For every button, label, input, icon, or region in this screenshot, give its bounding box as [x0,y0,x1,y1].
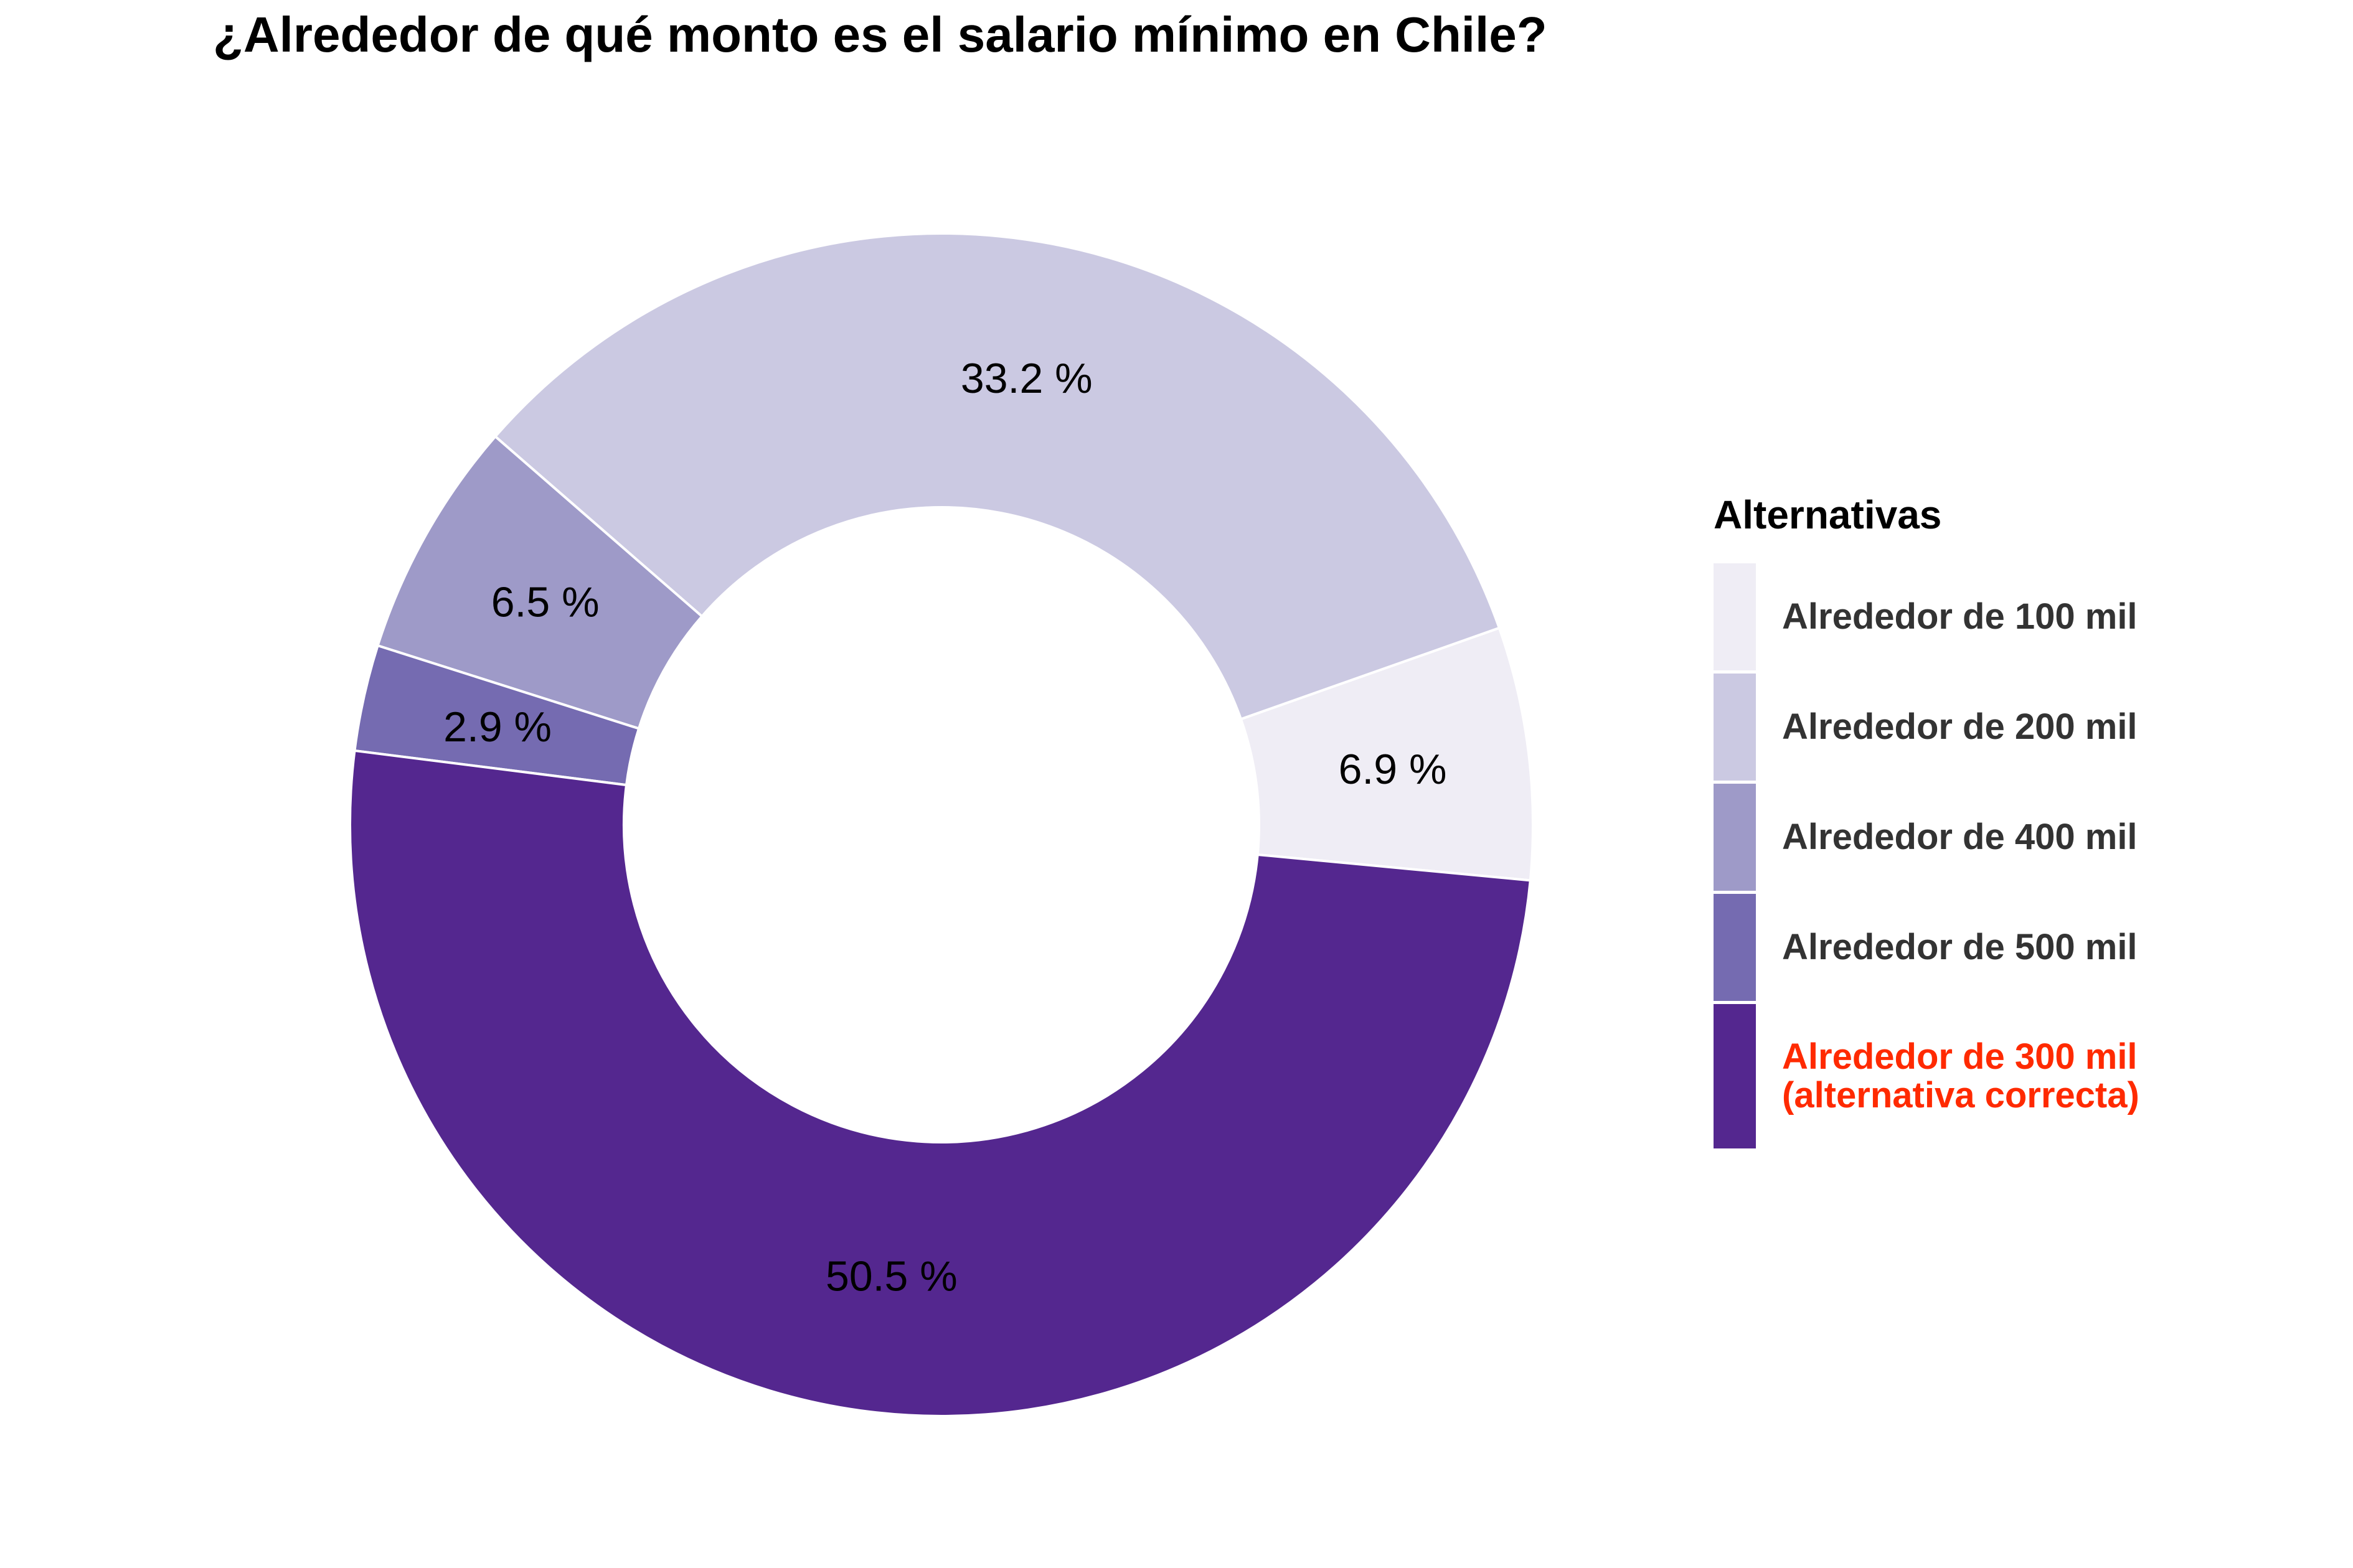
slice-value-label: 33.2 % [961,355,1093,402]
legend-label: Alrededor de 500 mil [1782,928,2138,967]
legend-color-key [1714,563,1756,670]
legend-item: Alrededor de 400 mil [1714,784,2274,891]
legend-label-line: (alternativa correcta) [1782,1075,2139,1115]
legend-label-line: Alrededor de 100 mil [1782,596,2138,637]
donut-slice [349,749,1532,1418]
legend-label-line: Alrededor de 400 mil [1782,817,2138,857]
legend-item: Alrededor de 300 mil (alternativa correct… [1714,1004,2274,1148]
chart-title: ¿Alrededor de qué monto es el salario mí… [213,7,1547,62]
legend-label-line: Alrededor de 500 mil [1782,927,2138,967]
legend-item: Alrededor de 100 mil [1714,563,2274,670]
slice-value-label: 50.5 % [826,1253,958,1300]
legend-label: Alrededor de 400 mil [1782,818,2138,857]
legend-label: Alrededor de 200 mil [1782,708,2138,746]
legend-title: Alternativas [1714,492,1942,537]
legend-color-key [1714,1004,1756,1148]
legend-label: Alrededor de 100 mil [1782,598,2138,636]
slice-value-label: 2.9 % [443,703,552,751]
donut-slice [1239,626,1534,882]
legend-item: Alrededor de 500 mil [1714,894,2274,1001]
legend-label-line: Alrededor de 200 mil [1782,707,2138,747]
legend-color-key [1714,674,1756,781]
legend-label-line: Alrededor de 300 mil [1782,1036,2138,1077]
slice-value-label: 6.9 % [1339,746,1447,793]
slice-value-label: 6.5 % [491,578,600,626]
legend-color-key [1714,894,1756,1001]
legend-color-key [1714,784,1756,891]
donut-slice [493,232,1501,721]
legend-label: Alrededor de 300 mil (alternativa correct… [1782,1038,2139,1115]
legend-item: Alrededor de 200 mil [1714,674,2274,781]
